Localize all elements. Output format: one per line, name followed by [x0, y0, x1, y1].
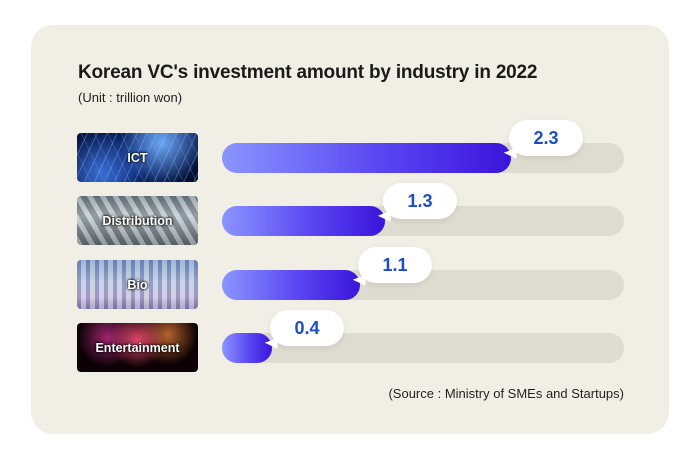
bar	[222, 206, 385, 236]
category-label: Bio	[127, 277, 148, 292]
category-label: ICT	[127, 150, 148, 165]
chart-unit: (Unit : trillion won)	[78, 90, 183, 105]
bar	[222, 333, 272, 363]
fireworks-image: Entertainment	[77, 323, 198, 372]
value-label: 0.4	[270, 310, 344, 346]
bar	[222, 270, 360, 300]
category-label: Entertainment	[95, 340, 180, 355]
lab-tubes-image: Bio	[77, 260, 198, 309]
category-label: Distribution	[102, 213, 173, 228]
bar	[222, 143, 511, 173]
value-label: 1.1	[358, 247, 432, 283]
network-image: ICT	[77, 133, 198, 182]
chart-title: Korean VC's investment amount by industr…	[78, 62, 538, 83]
warehouse-image: Distribution	[77, 196, 198, 245]
chart-source: (Source : Ministry of SMEs and Startups)	[388, 386, 624, 401]
value-label: 2.3	[509, 120, 583, 156]
value-label: 1.3	[383, 183, 457, 219]
